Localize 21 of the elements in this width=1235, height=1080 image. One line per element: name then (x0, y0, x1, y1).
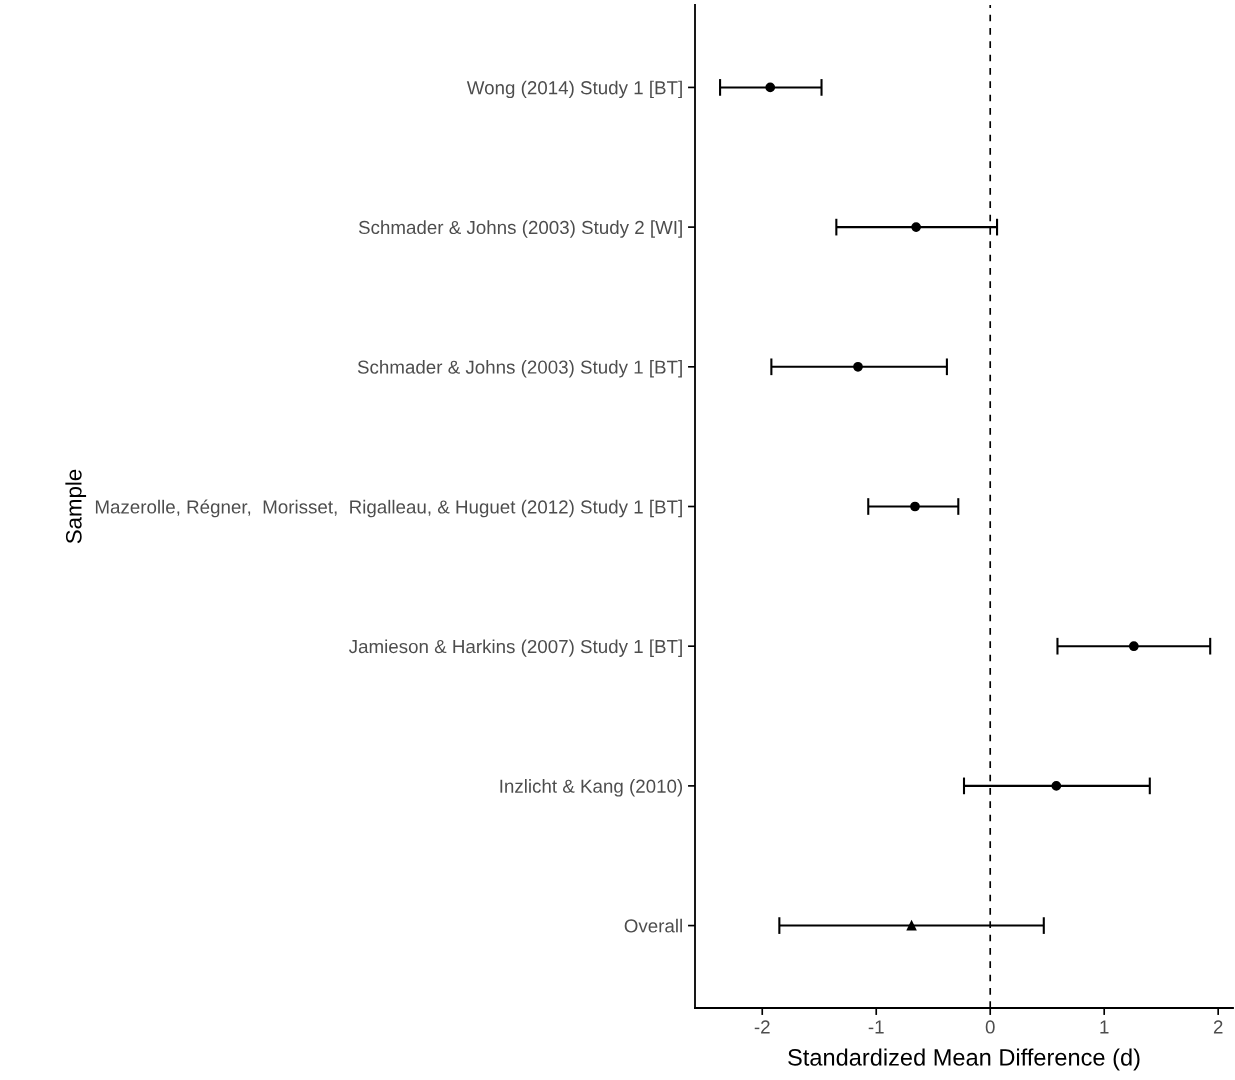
point (1128, 641, 1139, 652)
x-tick-label: 1 (1100, 1020, 1109, 1034)
y-tick-label: Schmader & Johns (2003) Study 2 [WI] (358, 220, 682, 238)
y-axis-title: Sample (65, 469, 87, 544)
point (911, 222, 921, 232)
y-tick-label: Mazerolle, Régner, Morisset, Rigalleau, & Huguet (2012) Study 1 [BT] (95, 499, 682, 518)
y-tick-label: Inzlicht & Kang (2010) (500, 779, 683, 797)
x-tick-label: -2 (754, 1020, 770, 1034)
y-tick-label: Overall (624, 918, 682, 933)
y-tick-label: Schmader & Johns (2003) Study 1 [BT] (357, 360, 682, 378)
point (765, 82, 776, 93)
point (910, 501, 920, 512)
x-tick-label: 0 (985, 1020, 995, 1034)
x-tick-label: -1 (868, 1020, 884, 1034)
x-tick-label: 2 (1213, 1020, 1223, 1034)
point (853, 361, 863, 372)
y-tick-label: Jamieson & Harkins (2007) Study 1 [BT] (348, 639, 682, 657)
point (906, 920, 917, 931)
x-axis-title: Standardized Mean Difference (d) (788, 1048, 1140, 1071)
point (1051, 781, 1062, 791)
y-tick-label: Wong (2014) Study 1 [BT] (466, 80, 682, 99)
